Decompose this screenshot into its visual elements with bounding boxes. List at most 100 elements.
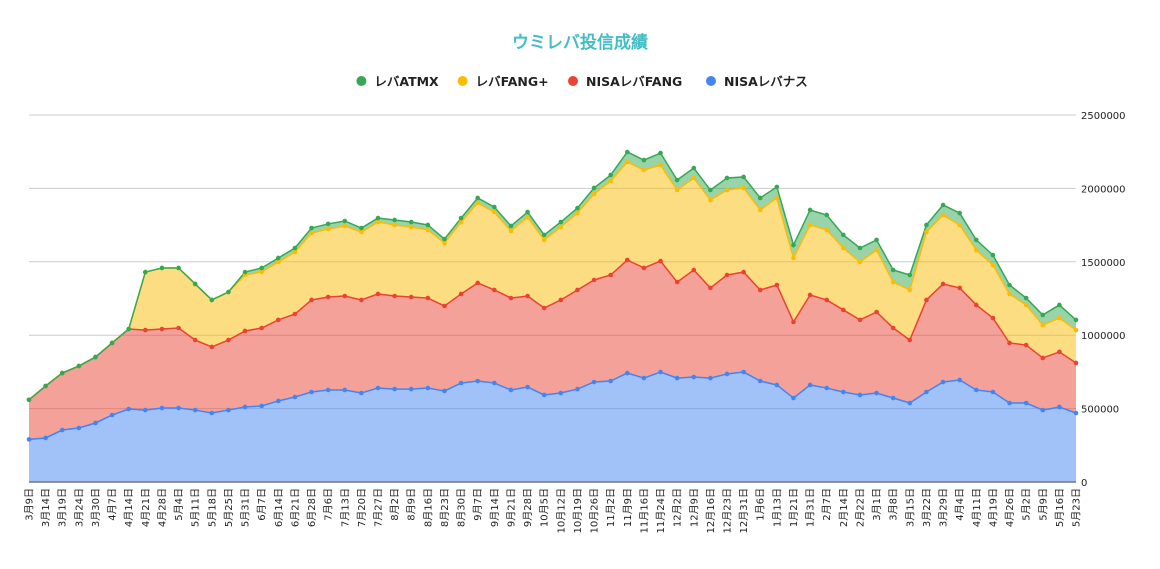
point-NISAレバFANG xyxy=(192,337,198,343)
x-tick-label: 11月9日 xyxy=(622,488,634,527)
point-NISAレバナス xyxy=(741,369,746,375)
point-レバFANG+ xyxy=(741,185,746,191)
point-NISAレバFANG xyxy=(990,315,996,321)
point-レバFANG+ xyxy=(824,227,830,233)
x-tick-label: 11月16日 xyxy=(638,488,650,533)
point-NISAレバFANG xyxy=(425,295,431,301)
point-レバFANG+ xyxy=(442,240,447,246)
point-レバATMX xyxy=(93,354,98,360)
x-tick-label: 8月2日 xyxy=(389,488,401,521)
y-tick-label: 1000000 xyxy=(1081,331,1126,342)
point-NISAレバナス xyxy=(475,378,481,384)
point-レバFANG+ xyxy=(724,187,730,193)
point-レバATMX xyxy=(109,340,115,346)
x-tick-label: 8月9日 xyxy=(406,488,418,521)
point-NISAレバナス xyxy=(242,404,248,410)
point-NISAレバFANG xyxy=(841,307,846,313)
point-レバATMX xyxy=(990,252,996,258)
point-NISAレバナス xyxy=(275,398,281,404)
x-tick-label: 7月27日 xyxy=(373,488,385,527)
point-レバFANG+ xyxy=(708,197,713,203)
point-NISAレバFANG xyxy=(591,277,597,283)
point-NISAレバナス xyxy=(176,405,181,411)
point-NISAレバFANG xyxy=(957,285,962,291)
point-レバATMX xyxy=(807,207,813,213)
x-tick-label: 3月24日 xyxy=(73,488,85,527)
point-レバATMX xyxy=(359,225,364,231)
point-NISAレバナス xyxy=(1057,404,1062,410)
point-レバATMX xyxy=(76,363,82,369)
x-tick-label: 10月5日 xyxy=(539,488,551,527)
point-レバATMX xyxy=(1023,295,1029,301)
point-レバFANG+ xyxy=(757,207,763,213)
point-レバATMX xyxy=(192,281,198,287)
point-NISAレバFANG xyxy=(292,311,298,317)
point-レバFANG+ xyxy=(890,279,896,285)
x-tick-label: 6月14日 xyxy=(273,488,285,527)
point-レバATMX xyxy=(558,219,564,225)
point-NISAレバFANG xyxy=(259,325,264,331)
point-NISAレバFANG xyxy=(973,302,979,308)
point-NISAレバナス xyxy=(143,407,148,413)
point-NISAレバFANG xyxy=(824,297,830,303)
point-NISAレバFANG xyxy=(242,328,248,334)
point-NISAレバナス xyxy=(359,390,364,396)
line-NISAレバFANG xyxy=(28,259,1077,401)
x-tick-label: 4月19日 xyxy=(987,488,999,527)
series-areas xyxy=(29,151,1076,482)
point-レバATMX xyxy=(259,265,264,271)
point-レバFANG+ xyxy=(425,227,431,233)
x-tick-label: 10月12日 xyxy=(555,488,567,533)
point-レバFANG+ xyxy=(907,287,913,293)
point-NISAレバナス xyxy=(575,386,580,392)
point-NISAレバFANG xyxy=(624,257,630,263)
x-tick-label: 3月15日 xyxy=(904,488,916,527)
point-レバATMX xyxy=(940,202,946,208)
point-NISAレバFANG xyxy=(791,319,796,325)
point-NISAレバFANG xyxy=(807,292,813,298)
point-レバFANG+ xyxy=(940,212,946,218)
point-レバFANG+ xyxy=(392,222,397,228)
point-レバATMX xyxy=(442,236,447,242)
legend-marker-icon xyxy=(457,76,468,86)
point-NISAレバFANG xyxy=(674,279,680,285)
point-レバFANG+ xyxy=(807,222,813,228)
point-レバATMX xyxy=(176,265,181,271)
point-レバFANG+ xyxy=(475,200,481,206)
x-tick-label: 1月13日 xyxy=(771,488,783,527)
point-レバATMX xyxy=(275,255,281,261)
x-tick-label: 4月28日 xyxy=(156,488,168,527)
area-レバFANG+ xyxy=(29,161,1076,400)
point-NISAレバFANG xyxy=(641,265,647,271)
point-NISAレバナス xyxy=(757,378,763,384)
point-NISAレバナス xyxy=(724,371,730,377)
point-NISAレバナス xyxy=(674,375,680,381)
legend-marker-icon xyxy=(706,76,716,86)
point-レバATMX xyxy=(624,149,630,155)
point-レバATMX xyxy=(724,175,730,181)
point-レバFANG+ xyxy=(408,224,414,230)
point-NISAレバFANG xyxy=(1023,342,1029,348)
point-レバATMX xyxy=(691,165,697,171)
point-NISAレバFANG xyxy=(159,326,165,332)
point-レバATMX xyxy=(458,215,464,221)
y-tick-label: 1500000 xyxy=(1081,258,1126,269)
point-レバFANG+ xyxy=(1007,291,1012,297)
x-tick-label: 10月26日 xyxy=(589,488,601,533)
point-レバFANG+ xyxy=(658,162,663,168)
point-NISAレバナス xyxy=(26,437,32,442)
point-レバATMX xyxy=(375,215,381,221)
point-レバFANG+ xyxy=(874,247,879,253)
point-レバATMX xyxy=(425,222,431,228)
point-レバFANG+ xyxy=(791,255,796,261)
x-tick-label: 3月1日 xyxy=(871,488,883,521)
x-tick-label: 5月9日 xyxy=(1037,488,1049,521)
x-tick-label: 5月11日 xyxy=(190,488,202,527)
point-レバATMX xyxy=(1007,282,1012,288)
point-NISAレバFANG xyxy=(209,344,215,350)
point-NISAレバナス xyxy=(890,395,896,401)
point-NISAレバナス xyxy=(1040,407,1046,413)
point-NISAレバナス xyxy=(807,382,813,388)
point-NISAレバナス xyxy=(126,406,132,412)
point-レバFANG+ xyxy=(309,230,314,236)
